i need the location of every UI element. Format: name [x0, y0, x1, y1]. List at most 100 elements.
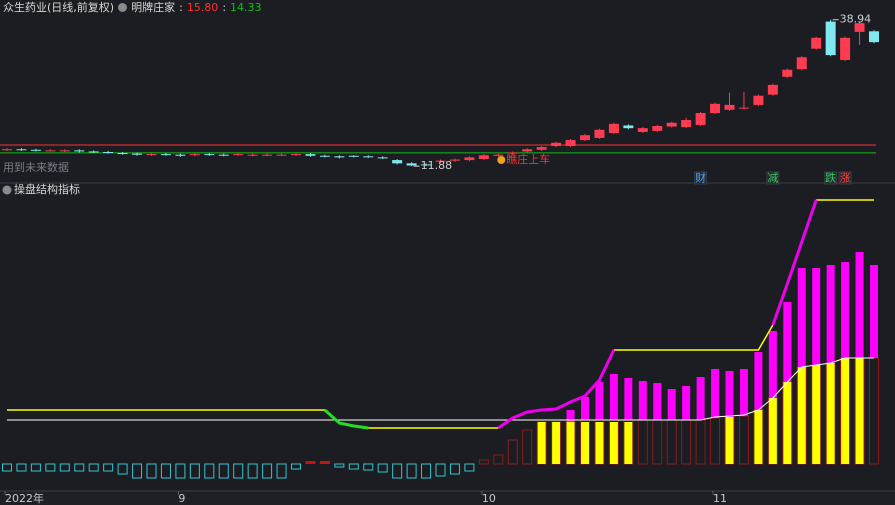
- candle-body: [449, 159, 460, 161]
- histogram-bar: [74, 463, 85, 472]
- panel-title: 操盘结构指标: [14, 182, 80, 196]
- bar: [754, 410, 763, 464]
- candle-body: [218, 154, 229, 156]
- bar: [812, 365, 821, 464]
- bar: [711, 369, 720, 418]
- bar: [812, 268, 821, 365]
- bar: [595, 422, 604, 464]
- bar: [566, 410, 575, 422]
- candle-body: [88, 151, 99, 153]
- histogram-bar: [319, 461, 330, 464]
- bar: [653, 383, 662, 420]
- candle-body: [435, 160, 446, 162]
- candle-body: [319, 155, 330, 157]
- candle-body: [247, 154, 258, 156]
- bar: [768, 331, 777, 398]
- candle-body: [536, 147, 547, 150]
- histogram-bar: [146, 463, 157, 479]
- level-label: 14.33: [230, 0, 262, 14]
- histogram-bar: [30, 463, 41, 472]
- marker-box: [694, 171, 708, 185]
- bar: [566, 422, 575, 464]
- bar: [581, 397, 589, 420]
- candle-body: [522, 149, 533, 152]
- marker-box: [766, 171, 780, 185]
- histogram-bar: [377, 463, 388, 473]
- candle-body: [406, 163, 417, 166]
- candle-body: [262, 154, 273, 156]
- candle-body: [334, 156, 345, 158]
- bar: [841, 262, 850, 358]
- candle-body: [782, 69, 793, 77]
- histogram-bar: [117, 463, 128, 475]
- annotation-text: 瞧庄上车: [506, 152, 550, 166]
- histogram-bar: [363, 463, 374, 471]
- candle-body: [695, 113, 706, 125]
- bar: [855, 252, 864, 358]
- candle-body: [796, 57, 807, 70]
- bar: [667, 389, 676, 420]
- candle-body: [59, 150, 70, 152]
- candle-body: [825, 21, 836, 56]
- candle-body: [189, 154, 200, 156]
- header: 众生药业(日线,前复权) 明牌庄家 : 15.80 : 14.33: [3, 0, 262, 15]
- x-tick-label: 10: [482, 492, 496, 505]
- panel-icon[interactable]: [2, 185, 12, 195]
- candle-body: [767, 84, 778, 95]
- bar: [624, 378, 633, 420]
- bar: [725, 416, 734, 464]
- candle-body: [666, 122, 677, 127]
- bar: [841, 358, 850, 464]
- bar-outline: [493, 454, 504, 465]
- bar: [826, 363, 835, 464]
- histogram-bar: [103, 463, 114, 472]
- histogram-bar: [16, 463, 27, 472]
- histogram-bar: [464, 463, 475, 472]
- candle-body: [594, 129, 605, 138]
- level-label: 15.80: [186, 0, 219, 14]
- candle-body: [507, 152, 518, 154]
- candle-body: [753, 95, 764, 105]
- candle-body: [377, 157, 388, 159]
- candle-body: [551, 142, 562, 147]
- histogram-bar: [305, 461, 316, 464]
- x-tick-label: 11: [713, 492, 727, 505]
- bar: [797, 367, 806, 464]
- bar: [783, 302, 792, 382]
- bar: [725, 371, 734, 417]
- bar: [696, 377, 705, 420]
- histogram-bar: [204, 463, 215, 479]
- candle-body: [276, 154, 287, 156]
- candle-body: [738, 107, 749, 109]
- histogram-bar: [449, 463, 460, 475]
- candle-body: [204, 154, 215, 156]
- histogram-bar: [59, 463, 70, 472]
- candle-body: [45, 150, 56, 152]
- histogram-bar: [406, 463, 417, 479]
- candle-body: [233, 154, 244, 156]
- indicator-icon[interactable]: [118, 2, 128, 12]
- indicator-line: [7, 199, 874, 429]
- bar: [797, 268, 806, 367]
- candle-body: [103, 151, 114, 153]
- min-label: 11.88: [421, 159, 453, 172]
- indicator-line: [497, 199, 818, 430]
- candle-body: [421, 164, 432, 166]
- candle-body: [2, 149, 12, 151]
- note: 用到未来数据: [3, 160, 69, 174]
- bar: [739, 369, 748, 416]
- marker: 跌: [825, 171, 836, 185]
- histogram-bar: [334, 463, 345, 468]
- histogram-bar: [291, 463, 301, 470]
- candle-body: [146, 154, 157, 156]
- candle-body: [305, 154, 316, 156]
- candle-body: [175, 154, 186, 156]
- candle-body: [363, 156, 374, 158]
- candle-body: [392, 160, 403, 164]
- bar: [595, 382, 604, 420]
- candle-body: [652, 126, 663, 131]
- bar: [768, 398, 777, 464]
- candle-body: [132, 153, 143, 155]
- indicator-name: 明牌庄家: [131, 1, 176, 14]
